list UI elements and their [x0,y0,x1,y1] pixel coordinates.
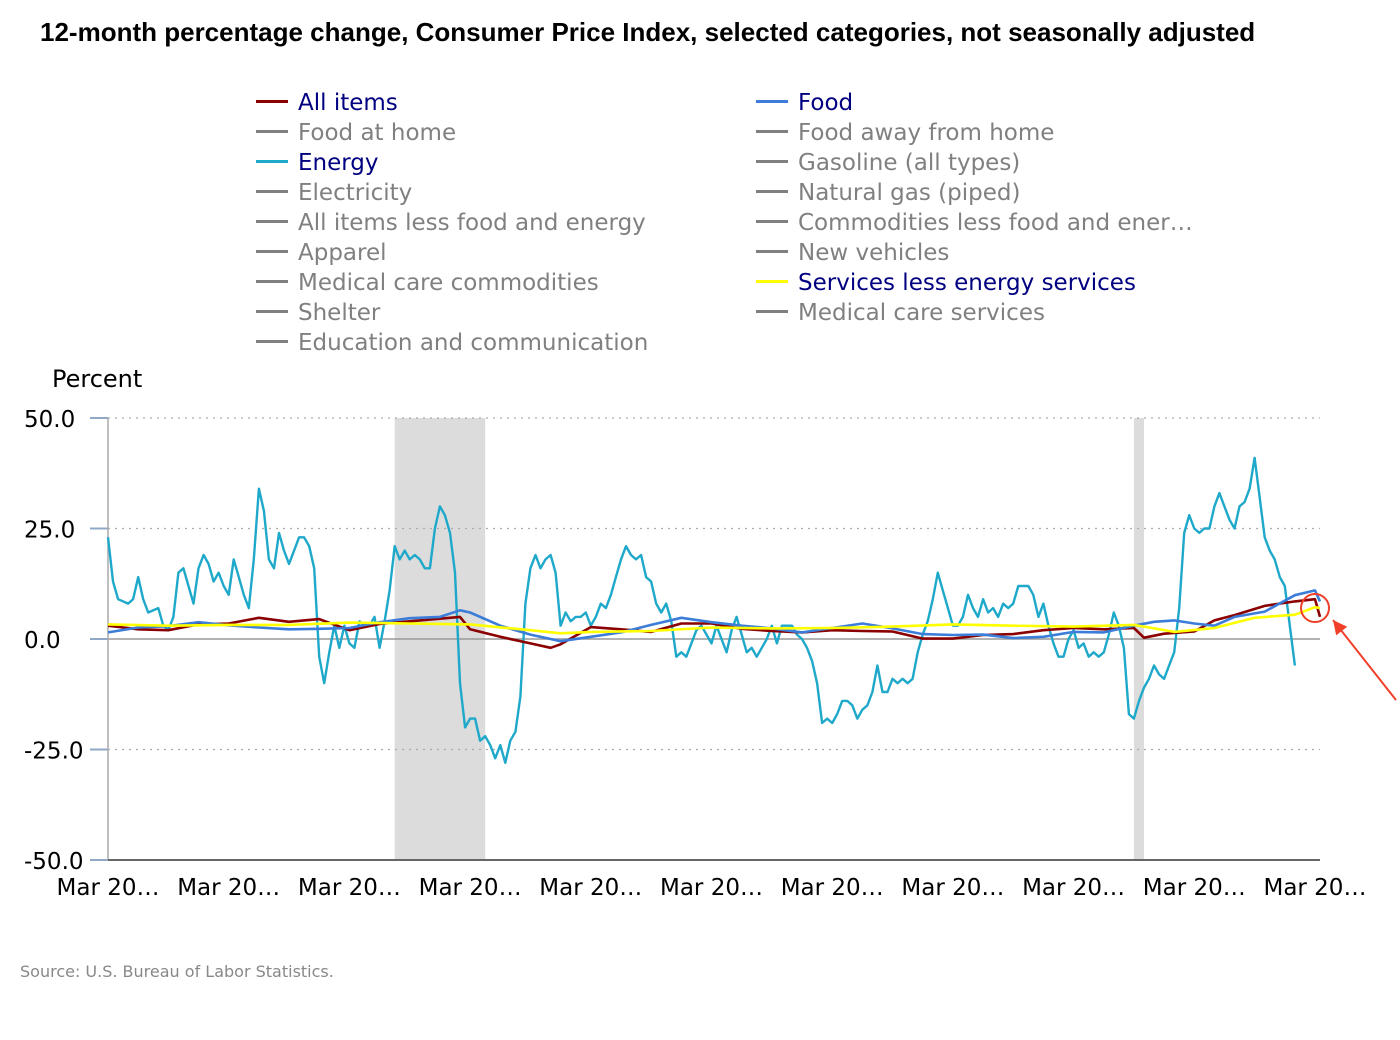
legend-item-all-items[interactable]: All items [256,88,398,118]
legend-swatch [256,190,288,193]
legend-swatch [756,130,788,133]
legend: All items Food Food at home Food away from … [256,88,1256,358]
y-tick-label: 0.0 [24,628,61,654]
series-line-all-items [107,597,1322,650]
x-tick-label: Mar 20… [901,875,1004,901]
legend-swatch [256,250,288,253]
x-tick-label: Mar 20… [1022,875,1125,901]
y-tick-label: -25.0 [24,739,84,765]
legend-label: Medical care commodities [298,270,599,296]
series-line-services-less-energy-services [107,605,1321,635]
legend-item-all-items-less-food-and-energy[interactable]: All items less food and energy [256,208,646,238]
legend-swatch [756,220,788,223]
y-axis-label: Percent [52,365,142,393]
y-tick-label: 50.0 [24,407,75,433]
legend-item-food-away-from-home[interactable]: Food away from home [756,118,1054,148]
legend-swatch [756,160,788,163]
annotation [1300,593,1397,701]
series-line-food [107,589,1322,643]
x-tick-label: Mar 20… [539,875,642,901]
legend-item-electricity[interactable]: Electricity [256,178,412,208]
legend-swatch [256,310,288,313]
legend-label: Natural gas (piped) [798,180,1021,206]
gridlines [108,417,1320,751]
legend-label: All items less food and energy [298,210,646,236]
legend-item-education-and-communication[interactable]: Education and communication [256,328,648,358]
source-note: Source: U.S. Bureau of Labor Statistics. [20,962,334,981]
legend-label: Services less energy services [798,270,1136,296]
series-line-energy [106,456,1297,764]
legend-swatch [756,100,788,103]
legend-label: Gasoline (all types) [798,150,1021,176]
x-tick-label: Mar 20… [177,875,280,901]
legend-label: Energy [298,150,379,176]
legend-label: Food at home [298,120,457,146]
legend-label: Food [798,90,854,116]
y-tick-label: -50.0 [24,849,84,875]
legend-item-food[interactable]: Food [756,88,853,118]
legend-label: Medical care services [798,300,1045,326]
legend-swatch [756,310,788,313]
legend-swatch [256,160,288,163]
legend-label: Food away from home [798,120,1055,146]
x-tick-label: Mar 20… [781,875,884,901]
legend-swatch [756,190,788,193]
legend-label: Electricity [298,180,413,206]
annotation-arrowhead [1333,620,1348,636]
legend-item-commodities-less-food-and-ener[interactable]: Commodities less food and ener… [756,208,1193,238]
legend-label: Commodities less food and ener… [798,210,1193,236]
x-tick-label: Mar 20… [419,875,522,901]
x-tick-label: Mar 20… [298,875,401,901]
annotation-arrow [1332,619,1397,701]
legend-item-apparel[interactable]: Apparel [256,238,387,268]
legend-item-natural-gas-piped[interactable]: Natural gas (piped) [756,178,1020,208]
legend-swatch [756,250,788,253]
legend-swatch [256,220,288,223]
legend-swatch [256,340,288,343]
legend-swatch [256,280,288,283]
chart-title: 12-month percentage change, Consumer Pri… [40,17,1256,47]
x-tick-label: Mar 20… [57,875,160,901]
legend-swatch [756,280,788,283]
legend-item-medical-care-commodities[interactable]: Medical care commodities [256,268,599,298]
legend-item-food-at-home[interactable]: Food at home [256,118,456,148]
series-lines [106,456,1322,764]
legend-item-energy[interactable]: Energy [256,148,379,178]
legend-label: All items [298,90,398,116]
x-tick-label: Mar 20… [1263,875,1366,901]
legend-label: New vehicles [798,240,950,266]
legend-swatch [256,100,288,103]
y-tick-label: 25.0 [24,518,75,544]
x-tick-label: Mar 20… [1143,875,1246,901]
legend-item-services-less-energy-services[interactable]: Services less energy services [756,268,1136,298]
legend-item-medical-care-services[interactable]: Medical care services [756,298,1045,328]
legend-label: Shelter [298,300,381,326]
x-tick-label: Mar 20… [660,875,763,901]
legend-item-shelter[interactable]: Shelter [256,298,380,328]
legend-item-new-vehicles[interactable]: New vehicles [756,238,949,268]
legend-swatch [256,130,288,133]
legend-item-gasoline-all-types[interactable]: Gasoline (all types) [756,148,1020,178]
legend-label: Apparel [298,240,387,266]
highlight-circle [1300,593,1330,624]
legend-label: Education and communication [298,330,649,356]
